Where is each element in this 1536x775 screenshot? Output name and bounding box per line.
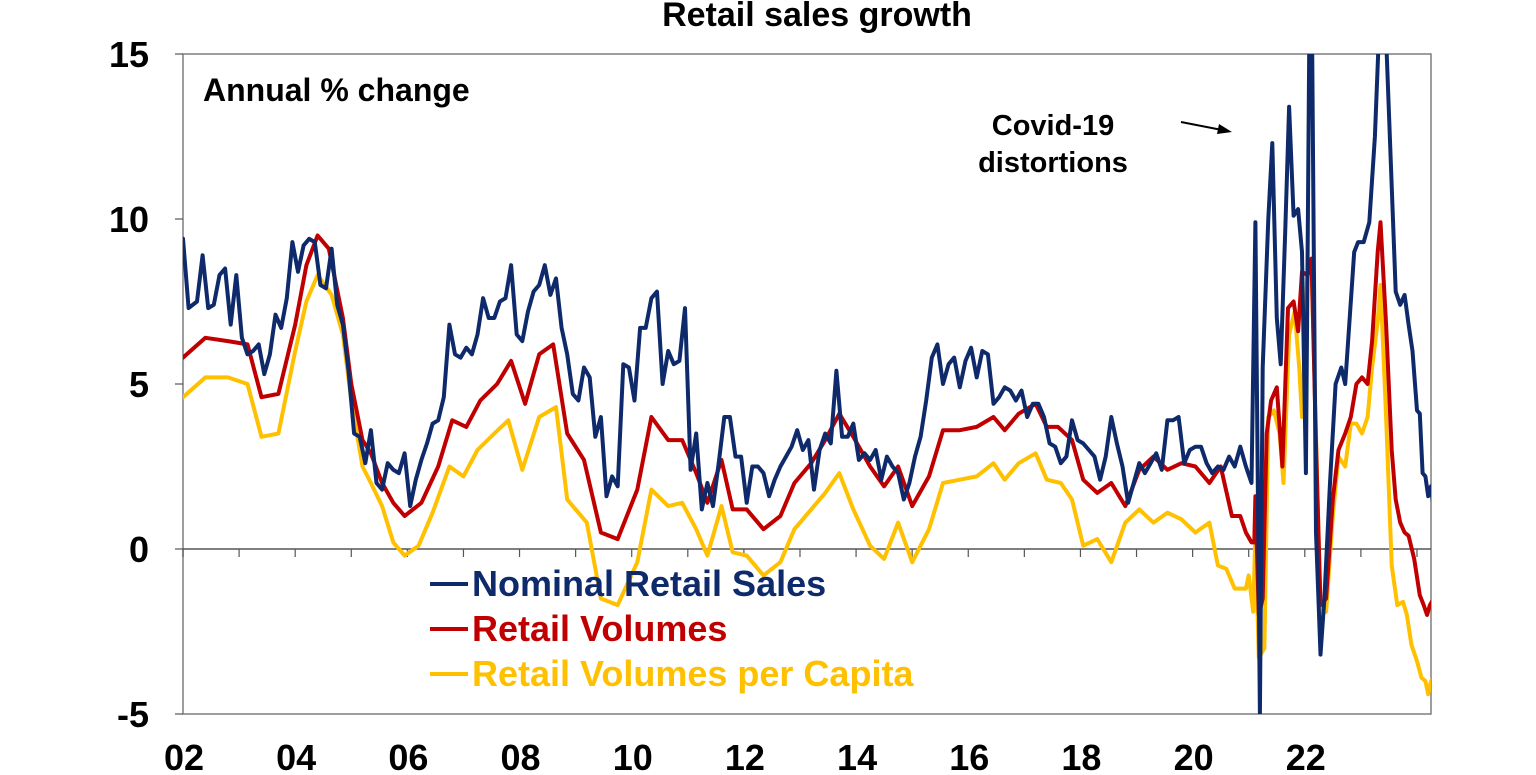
- x-tick-label: 22: [1286, 737, 1326, 775]
- y-tick-label: 0: [129, 529, 149, 570]
- x-tick-label: 10: [613, 737, 653, 775]
- x-tick-label: 16: [949, 737, 989, 775]
- covid-annotation: Covid-19 distortions: [978, 110, 1232, 179]
- legend-label: Retail Volumes per Capita: [472, 653, 914, 694]
- legend-label: Retail Volumes: [472, 608, 727, 649]
- x-tick-label: 04: [276, 737, 316, 775]
- annotation-arrow-head: [1217, 124, 1232, 134]
- x-axis-tick-labels: 02 04 06 08 10 12 14 16 18 20 22: [164, 737, 1326, 775]
- y-axis-tick-labels: 15 10 5 0 -5: [109, 34, 149, 735]
- x-tick-label: 06: [388, 737, 428, 775]
- series-line-retail-volumes: [183, 220, 1431, 617]
- series-line-retail-volumes-per-capita: [183, 263, 1431, 697]
- chart-title: Retail sales growth: [662, 0, 972, 34]
- series-lines: [183, 54, 1431, 714]
- plot-border: [182, 53, 1432, 715]
- annotation-line-2: distortions: [978, 147, 1128, 179]
- x-tick-label: 14: [837, 737, 877, 775]
- x-tick-label: 20: [1174, 737, 1214, 775]
- annotation-arrow-shaft: [1180, 121, 1223, 131]
- y-tick-label: 15: [109, 34, 149, 75]
- x-tick-label: 18: [1061, 737, 1101, 775]
- series-layer: [183, 54, 1431, 714]
- annotation-line-1: Covid-19: [992, 110, 1114, 142]
- x-tick-label: 12: [725, 737, 765, 775]
- legend-label: Nominal Retail Sales: [472, 563, 826, 604]
- series-line-nominal-retail-sales: [183, 54, 1431, 714]
- axes: [175, 53, 1431, 715]
- y-tick-label: 5: [129, 364, 149, 405]
- y-tick-label: -5: [117, 694, 149, 735]
- x-tick-label: 08: [501, 737, 541, 775]
- units-label: Annual % change: [203, 72, 470, 108]
- y-tick-label: 10: [109, 199, 149, 240]
- x-tick-label: 02: [164, 737, 204, 775]
- plot-area: [182, 53, 1432, 715]
